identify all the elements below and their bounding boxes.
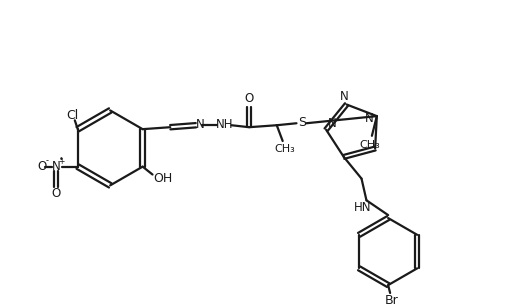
Text: HN: HN (354, 201, 371, 214)
Text: +: + (58, 157, 64, 166)
Text: CH₃: CH₃ (275, 144, 295, 154)
Text: CH₃: CH₃ (360, 140, 380, 150)
Text: Br: Br (385, 294, 399, 307)
Text: O: O (245, 92, 254, 105)
Text: Cl: Cl (66, 109, 79, 122)
Text: O: O (38, 160, 47, 173)
Text: N: N (364, 111, 373, 124)
Text: •: • (59, 155, 63, 164)
Text: N: N (328, 117, 336, 130)
Text: O: O (52, 187, 61, 200)
Text: N: N (52, 160, 61, 173)
Text: S: S (298, 116, 306, 129)
Text: N: N (340, 90, 349, 103)
Text: -: - (46, 156, 49, 165)
Text: OH: OH (153, 172, 172, 185)
Text: NH: NH (216, 118, 233, 131)
Text: N: N (195, 118, 204, 131)
